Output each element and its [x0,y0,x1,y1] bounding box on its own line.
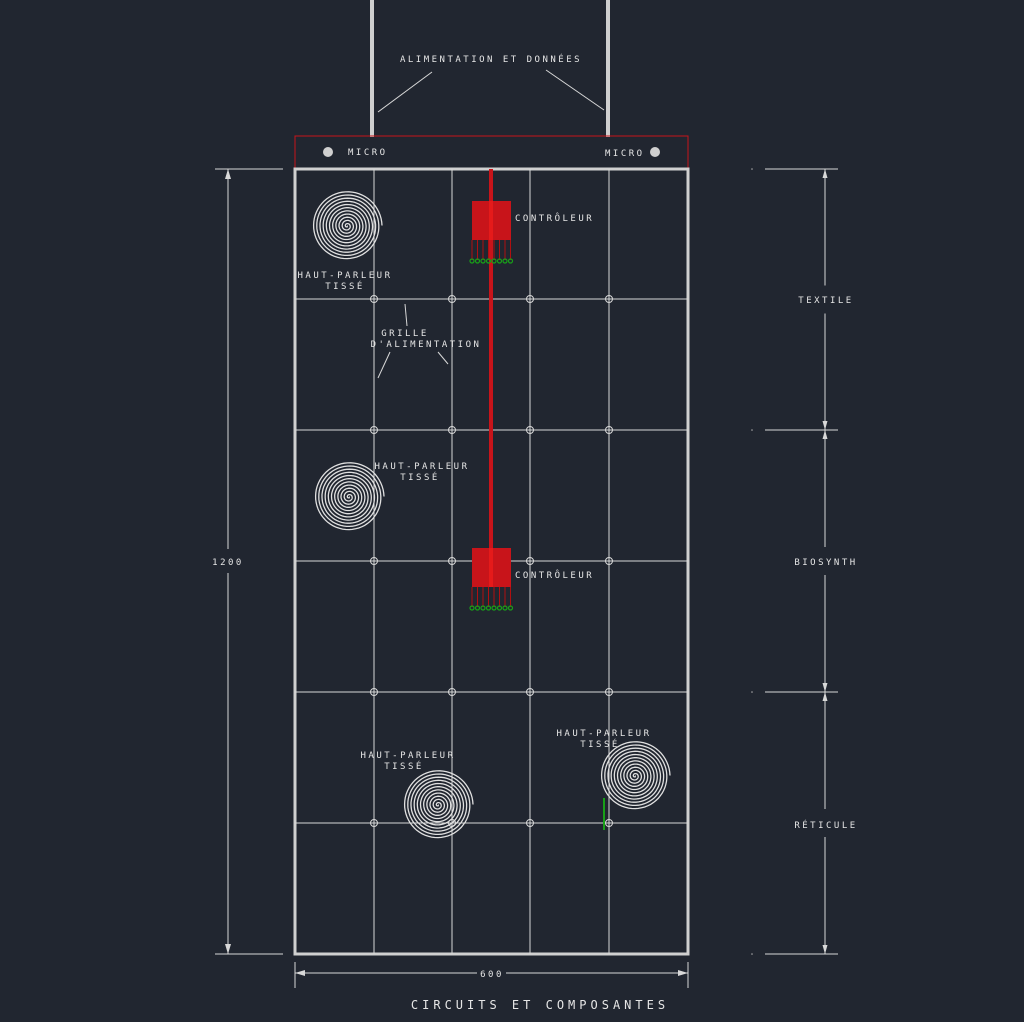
pin-pad [496,605,503,611]
grid-node [605,688,613,696]
woven-speaker-2-icon [314,462,385,531]
controller-wire-segment [489,548,493,587]
speaker-2-label-line2: TISSÉ [400,471,440,483]
controller-2-label: CONTRÔLEUR [515,569,594,581]
pin-pad [507,258,514,264]
grid-node [605,557,613,565]
pin-pad [496,258,503,264]
grid-leaders [377,303,449,379]
width-value: 600 [480,970,504,980]
grid-label-line2: D'ALIMENTATION [371,340,482,350]
speaker-3-label-line1: HAUT-PARLEUR [360,751,455,761]
layer-tick-dot [751,691,753,693]
speaker-1-label-line1: HAUT-PARLEUR [297,271,392,281]
width-dimension [294,962,689,988]
grid-node [370,557,378,565]
woven-speaker-4-icon [600,741,671,810]
pin-pad [474,605,481,611]
controller-1 [469,201,514,264]
microphone-left-icon [323,147,333,157]
grid-node [526,688,534,696]
controller-wire-segment [489,201,493,240]
pin-pad [474,258,481,264]
layer-biosynth-label: BIOSYNTH [794,558,857,568]
pin-pad [491,605,497,611]
grid-node [370,819,378,827]
power-data-cables [370,0,610,137]
pin-pad [502,605,508,611]
grid-node [448,295,456,303]
microphone-right-icon [650,147,660,157]
speaker-4-label-line1: HAUT-PARLEUR [556,729,651,739]
pin-pad [491,258,497,264]
micro-right-label: MICRO [605,149,645,159]
controller-wire [489,169,493,549]
grid-node [526,295,534,303]
pin-pad [502,258,508,264]
pin-pad [507,605,514,611]
height-value: 1200 [212,558,244,568]
speaker-1-label-line2: TISSÉ [325,280,365,292]
pin-pad [485,605,492,611]
grid-node [526,557,534,565]
layer-tick-dot [751,168,753,170]
speaker-2-label-line1: HAUT-PARLEUR [374,462,469,472]
pin-pad [469,258,475,264]
speaker-3-label-line2: TISSÉ [384,760,424,772]
grid-node [605,295,613,303]
speaker-4-label-line2: TISSÉ [580,738,620,750]
layer-tick-dot [751,429,753,431]
grid-node [448,688,456,696]
pin-pad [480,258,486,264]
layer-reticule-label: RÉTICULE [794,819,857,831]
grid-node [526,819,534,827]
layer-textile-label: TEXTILE [798,296,853,306]
drawing-title: CIRCUITS ET COMPOSANTES [411,998,669,1012]
controller-1-label: CONTRÔLEUR [515,212,594,224]
grid-label-line1: GRILLE [381,329,429,339]
layer-dimensions [751,168,838,955]
pin-pad [480,605,486,611]
grid-node [526,426,534,434]
controller-2 [469,548,514,611]
woven-speaker-1-icon [312,191,383,260]
woven-speaker-3-icon [403,770,474,839]
pin-pad [469,605,475,611]
grid-node [370,688,378,696]
grid-node [448,426,456,434]
pin-pad [485,258,492,264]
micro-left-label: MICRO [348,148,388,158]
height-dimension [215,168,283,955]
layer-tick-dot [751,953,753,955]
grid-node [605,426,613,434]
cable-label: ALIMENTATION ET DONNÉES [400,53,582,65]
grid-node [448,557,456,565]
grid-node [605,819,613,827]
grid-node [370,426,378,434]
grid-node [370,295,378,303]
